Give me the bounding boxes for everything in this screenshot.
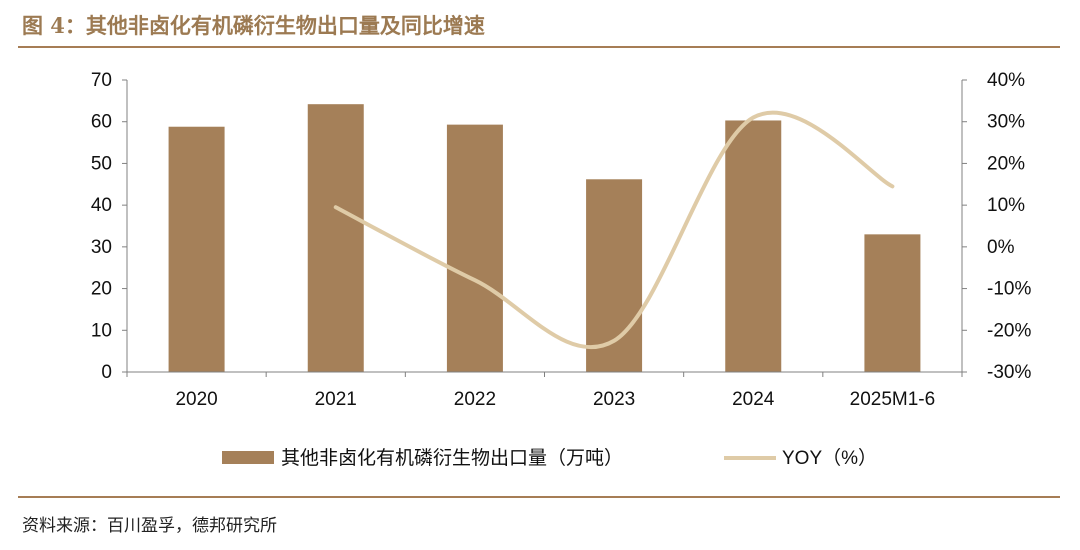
title-rule xyxy=(18,46,1060,48)
right-tick-label: 10% xyxy=(987,195,1025,216)
left-tick-label: 40 xyxy=(91,195,112,216)
x-tick-label: 2020 xyxy=(175,389,217,410)
bar-2024 xyxy=(725,120,782,372)
left-tick-label: 30 xyxy=(91,237,112,258)
left-tick-label: 0 xyxy=(101,362,112,383)
left-tick-label: 10 xyxy=(91,320,112,341)
x-tick-label: 2025M1-6 xyxy=(850,389,936,410)
right-tick-label: 30% xyxy=(987,112,1025,133)
right-tick-label: 0% xyxy=(987,237,1015,258)
bar-2020 xyxy=(168,126,225,372)
right-tick-label: -20% xyxy=(987,320,1031,341)
x-tick-label: 2021 xyxy=(315,389,357,410)
x-tick-label: 2022 xyxy=(454,389,496,410)
legend-bar-label: 其他非卤化有机磷衍生物出口量（万吨） xyxy=(281,447,623,469)
legend-layer: 其他非卤化有机磷衍生物出口量（万吨） YOY（%） xyxy=(222,447,877,469)
left-tick-label: 50 xyxy=(91,153,112,174)
line-layer xyxy=(333,110,895,350)
right-tick-label: -30% xyxy=(987,362,1031,383)
chart: 0 10 20 30 40 50 60 70 -30% -20% -10% 0% 10% 20% 30% 40… xyxy=(91,70,1032,469)
bar-2023 xyxy=(586,179,643,372)
legend-bar-swatch xyxy=(222,451,274,464)
legend-line-label: YOY（%） xyxy=(782,447,877,469)
ticks-layer: 0 10 20 30 40 50 60 70 -30% -20% -10% 0% 10% 20% 30% 40… xyxy=(91,70,1032,410)
x-tick-label: 2023 xyxy=(593,389,635,410)
bar-2022 xyxy=(446,124,503,373)
left-tick-label: 60 xyxy=(91,112,112,133)
left-tick-label: 70 xyxy=(91,70,112,91)
yoy-line xyxy=(333,110,895,350)
source-rule xyxy=(18,496,1060,498)
bar-2021 xyxy=(307,104,364,373)
source-note: 资料来源：百川盈孚，德邦研究所 xyxy=(22,516,277,536)
figure-title: 图 4：其他非卤化有机磷衍生物出口量及同比增速 xyxy=(22,13,485,38)
right-tick-label: 20% xyxy=(987,153,1025,174)
right-tick-label: -10% xyxy=(987,279,1031,300)
bar-2025M1-6 xyxy=(864,234,921,372)
left-tick-label: 20 xyxy=(91,279,112,300)
right-tick-label: 40% xyxy=(987,70,1025,91)
x-tick-label: 2024 xyxy=(732,389,775,410)
bars-layer xyxy=(168,104,921,373)
